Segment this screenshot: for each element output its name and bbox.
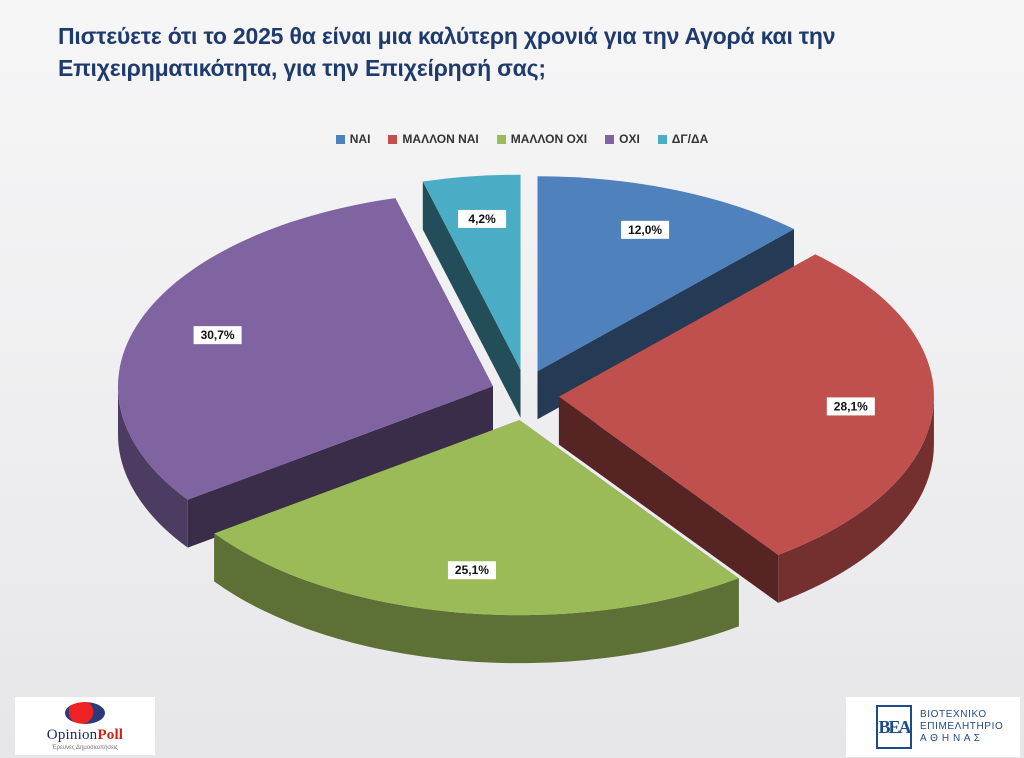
opinionpoll-logo: OpinionPoll Έρευνες Δημοσκοπήσεις: [15, 697, 155, 755]
data-label-text-mallon-ochi: 25,1%: [455, 563, 489, 577]
opinionpoll-name: OpinionPoll: [47, 727, 123, 744]
opinionpoll-tagline: Έρευνες Δημοσκοπήσεις: [51, 744, 119, 751]
pie-slice-mallon-nai: [558, 254, 934, 603]
chart-legend: ΝΑΙ ΜΑΛΛΟΝ ΝΑΙ ΜΑΛΛΟΝ ΟΧΙ ΟΧΙ ΔΓ/ΔΑ: [0, 132, 1024, 146]
data-label-dg-da: 4,2%: [458, 209, 507, 228]
legend-label-ochi: ΟΧΙ: [619, 132, 640, 146]
legend-swatch-ochi: [605, 134, 615, 144]
legend-swatch-mallon-ochi: [496, 134, 506, 144]
data-label-nai: 12,0%: [621, 220, 670, 239]
chamber-name-line-3: Α Θ Η Ν Α Σ: [920, 733, 981, 744]
pie-chart: 12,0% 28,1% 25,1% 30,7% 4,2%: [117, 174, 934, 664]
chamber-logo: ΒΕΑ ΒΙΟΤΕΧΝΙΚΟ ΕΠΙΜΕΛΗΤΗΡΙΟ Α Θ Η Ν Α Σ: [846, 697, 1020, 757]
data-label-mallon-nai: 28,1%: [826, 397, 875, 416]
legend-swatch-dg-da: [657, 134, 667, 144]
pie-slice-mallon-ochi: [214, 420, 739, 664]
pie-slice-nai: [537, 176, 795, 420]
pie-slice-ochi: [117, 198, 493, 548]
data-label-mallon-ochi: 25,1%: [447, 561, 496, 580]
chamber-name-line-1: ΒΙΟΤΕΧΝΙΚΟ: [920, 709, 987, 720]
legend-label-mallon-nai: ΜΑΛΛΟΝ ΝΑΙ: [402, 132, 479, 146]
legend-label-mallon-ochi: ΜΑΛΛΟΝ ΟΧΙ: [510, 132, 588, 146]
legend-label-nai: ΝΑΙ: [349, 132, 371, 146]
opinionpoll-name-part1: Opinion: [46, 726, 98, 743]
data-label-text-nai: 12,0%: [628, 223, 662, 237]
legend-item-nai: ΝΑΙ: [335, 132, 371, 146]
chamber-name-line-2: ΕΠΙΜΕΛΗΤΗΡΙΟ: [920, 721, 1004, 732]
data-label-ochi: 30,7%: [193, 326, 242, 345]
data-label-text-ochi: 30,7%: [201, 328, 235, 342]
legend-item-dg-da: ΔΓ/ΔΑ: [657, 132, 709, 146]
opinionpoll-name-part2: Poll: [97, 726, 124, 743]
legend-swatch-nai: [335, 134, 345, 144]
chart-title-line-2: Επιχειρηματικότητα, για την Επιχείρησή σ…: [58, 55, 546, 81]
opinionpoll-mark-icon: [65, 701, 105, 724]
chart-title-line-1: Πιστεύετε ότι το 2025 θα είναι μια καλύτ…: [58, 23, 836, 49]
data-label-text-mallon-nai: 28,1%: [834, 399, 868, 413]
legend-label-dg-da: ΔΓ/ΔΑ: [671, 132, 709, 146]
chamber-name: ΒΙΟΤΕΧΝΙΚΟ ΕΠΙΜΕΛΗΤΗΡΙΟ Α Θ Η Ν Α Σ: [920, 709, 1003, 745]
legend-item-mallon-ochi: ΜΑΛΛΟΝ ΟΧΙ: [496, 132, 588, 146]
legend-item-ochi: ΟΧΙ: [605, 132, 640, 146]
legend-item-mallon-nai: ΜΑΛΛΟΝ ΝΑΙ: [388, 132, 479, 146]
chart-title: Πιστεύετε ότι το 2025 θα είναι μια καλύτ…: [58, 20, 978, 84]
legend-swatch-mallon-nai: [388, 134, 398, 144]
chamber-emblem-icon: ΒΕΑ: [876, 705, 912, 749]
data-label-text-dg-da: 4,2%: [468, 212, 496, 226]
pie-slices: [117, 174, 934, 664]
pie-data-labels: 12,0% 28,1% 25,1% 30,7% 4,2%: [193, 209, 875, 580]
